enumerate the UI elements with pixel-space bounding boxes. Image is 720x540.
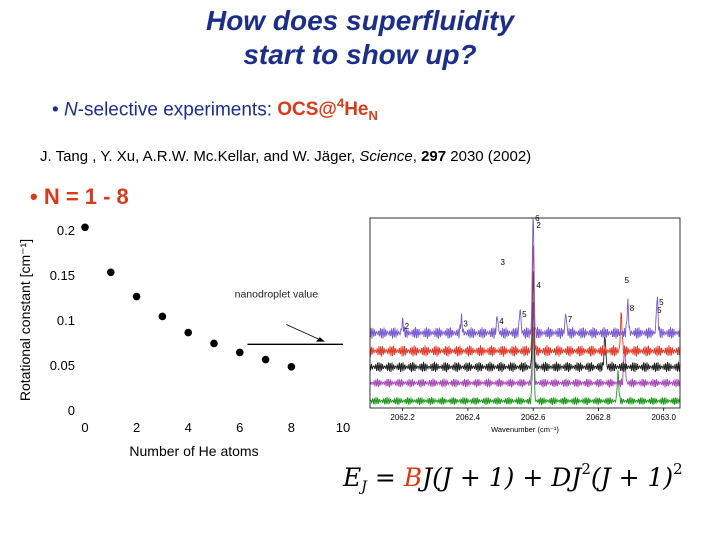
peak-label: 3: [463, 320, 468, 329]
peak-label: 4: [499, 317, 504, 326]
data-point: [287, 363, 296, 371]
bullet-n: N: [63, 99, 78, 121]
bullet-experiments: • N-selective experiments: OCS@4HeN: [52, 96, 378, 123]
title-line-1: How does superfluidity: [205, 5, 515, 36]
x-tick-label: 2062.2: [390, 413, 415, 422]
annotation-label: 2: [536, 221, 541, 230]
annotation-label: 5: [625, 276, 630, 285]
x-tick-label: 2062.4: [456, 413, 481, 422]
rotational-constant-plot: 0 2 4 6 8 10 0 0.05 0.1 0.15 0.2 Number of He atoms…: [17, 223, 350, 459]
x-tick-label: 0: [81, 420, 88, 435]
y-tick-label: 0.2: [57, 223, 75, 238]
spectrum-trace: [369, 217, 681, 339]
energy-equation: EJ = BJ(J + 1) + DJ2(J + 1)2: [343, 460, 683, 495]
ref-volume: 297: [421, 148, 447, 165]
data-point: [81, 223, 89, 232]
annotation-label: 3: [501, 258, 506, 267]
peak-label: 5: [522, 310, 527, 319]
x-tick-label: 2062.8: [586, 413, 611, 422]
spectrum-trace: [369, 245, 681, 357]
y-axis-label: Rotational constant [cm⁻¹]: [17, 239, 33, 401]
ref-journal: Science: [359, 148, 413, 165]
annotation-label: 5: [657, 306, 662, 315]
x-tick-label: 8: [288, 420, 295, 435]
peak-label: 7: [568, 315, 573, 324]
bullet-text: -selective experiments:: [77, 99, 278, 121]
x-tick-label: 2062.6: [521, 413, 546, 422]
annotation-label: 4: [536, 281, 541, 290]
spectrum-trace: [369, 271, 681, 373]
y-tick-label: 0: [68, 403, 75, 418]
bullet-n-range: • N = 1 - 8: [30, 184, 129, 209]
data-point: [261, 355, 270, 364]
x-tick-label: 2: [133, 420, 140, 435]
annotation-arrow: [286, 324, 323, 342]
peak-label: 6: [535, 214, 540, 223]
arrow-head: [315, 337, 325, 342]
x-axis-label: Number of He atoms: [129, 443, 258, 459]
x-tick-label: 2063.0: [651, 413, 676, 422]
spectrum-trace: [369, 327, 681, 406]
nanodroplet-label: nanodroplet value: [235, 289, 319, 301]
species-label: OCS@4HeN: [277, 96, 378, 124]
data-point: [184, 328, 192, 337]
eq-b-constant: B: [403, 463, 423, 492]
data-point: [210, 339, 218, 348]
reference: J. Tang , Y. Xu, A.R.W. Mc.Kellar, and W…: [40, 148, 532, 165]
peak-label: 5: [659, 298, 664, 307]
spectrum-trace: [369, 302, 681, 388]
y-tick-label: 0.15: [50, 268, 75, 283]
bullet-dot: •: [52, 99, 64, 121]
ref-rest: 2030 (2002): [446, 148, 532, 165]
peak-label: 8: [630, 304, 635, 313]
ref-authors: J. Tang , Y. Xu, A.R.W. Mc.Kellar, and W…: [40, 148, 360, 165]
data-point: [132, 292, 141, 301]
spectrum-frame: [369, 217, 681, 409]
data-point: [158, 312, 167, 321]
data-point: [236, 348, 244, 357]
x-tick-label: 4: [185, 420, 192, 435]
x-tick-label: 6: [236, 420, 243, 435]
x-tick-label: 10: [336, 420, 350, 435]
data-point: [107, 268, 115, 277]
title-line-2: start to show up?: [243, 39, 477, 70]
peak-label: 2: [405, 322, 410, 331]
x-axis-label: Wavenumber (cm⁻¹): [491, 425, 559, 434]
y-tick-label: 0.05: [50, 358, 75, 373]
y-tick-label: 0.1: [57, 313, 75, 328]
slide-title: How does superfluidity start to show up?: [0, 4, 720, 72]
